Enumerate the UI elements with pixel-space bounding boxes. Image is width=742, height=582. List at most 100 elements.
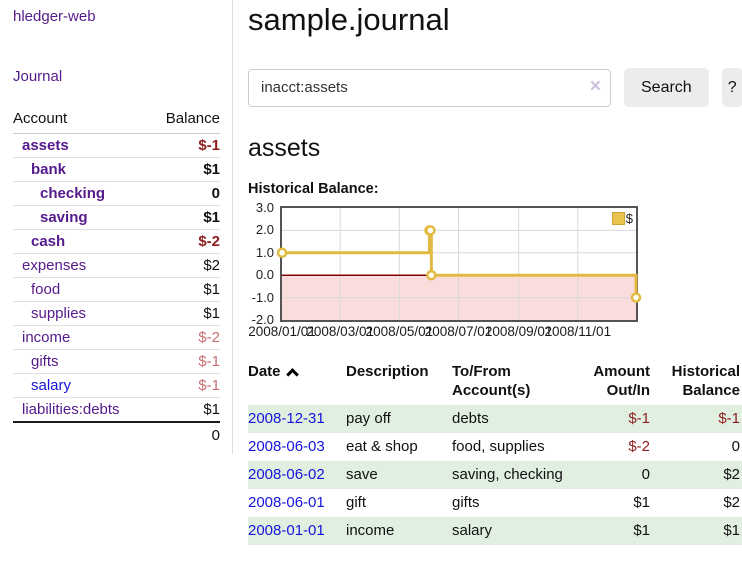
account-row: expenses $2 <box>13 254 220 278</box>
y-tick-label: -2.0 <box>251 312 274 327</box>
transaction-date-link[interactable]: 2008-12-31 <box>248 410 325 427</box>
account-row: income $-2 <box>13 326 220 350</box>
transaction-date-link[interactable]: 2008-06-03 <box>248 438 325 455</box>
transaction-description: income <box>346 522 395 539</box>
account-row: cash $-2 <box>13 230 220 254</box>
account-link-liabilities-debts[interactable]: liabilities:debts <box>22 401 120 418</box>
account-link-cash[interactable]: cash <box>31 233 66 250</box>
account-balance: $1 <box>203 401 220 418</box>
main-content: sample.journal × Search ? assets Histori… <box>233 0 742 545</box>
transaction-accounts: saving, checking <box>452 466 563 483</box>
account-row: assets $-1 <box>13 134 220 158</box>
y-tick-label: 3.0 <box>255 200 274 215</box>
account-link-checking[interactable]: checking <box>40 185 106 202</box>
clear-search-icon[interactable]: × <box>589 75 601 97</box>
y-tick-label: 1.0 <box>255 244 274 260</box>
account-balance: $1 <box>203 305 220 322</box>
register-row: 2008-12-31 pay off debts $-1 $-1 <box>248 405 742 433</box>
account-row: bank $1 <box>13 158 220 182</box>
column-header-balance: Historical Balance <box>671 363 740 399</box>
transaction-accounts: food, supplies <box>452 438 545 455</box>
transaction-date-link[interactable]: 2008-01-01 <box>248 522 325 539</box>
account-link-gifts[interactable]: gifts <box>31 353 59 370</box>
account-link-bank[interactable]: bank <box>31 161 67 178</box>
account-total-row: 0 <box>13 421 220 448</box>
account-link-food[interactable]: food <box>31 281 61 298</box>
transaction-description: save <box>346 466 378 483</box>
account-row: gifts $-1 <box>13 350 220 374</box>
x-tick-label: 2008/09/01 <box>484 324 553 339</box>
y-tick-label: 2.0 <box>255 222 274 238</box>
x-tick-label: 2008/07/01 <box>424 324 493 339</box>
transaction-balance: $2 <box>723 494 740 511</box>
sidebar-item-journal[interactable]: Journal <box>13 68 63 85</box>
account-column-header: Account <box>13 110 68 127</box>
transaction-balance: $1 <box>723 522 740 539</box>
y-tick-label: 0.0 <box>255 267 274 283</box>
transaction-accounts: salary <box>452 522 493 539</box>
historical-balance-chart: 3.0 2.0 1.0 0.0 -1.0 -2.0 $ 2008/01/01 2008/03… <box>248 201 742 340</box>
transaction-description: eat & shop <box>346 438 418 455</box>
account-title: assets <box>248 134 321 162</box>
account-balance: $-1 <box>198 137 220 154</box>
search-bar: × Search ? <box>248 68 742 107</box>
search-input-wrap: × <box>248 68 611 107</box>
transaction-balance: 0 <box>731 438 740 455</box>
x-tick-label: 2008/01/01 <box>248 324 316 339</box>
sort-ascending-icon <box>285 368 299 381</box>
x-tick-label: 2008/05/01 <box>365 324 434 339</box>
account-row: liabilities:debts $1 <box>13 398 220 421</box>
x-tick-label: 2008/03/01 <box>306 324 374 339</box>
balance-column-header: Balance <box>165 110 220 127</box>
page-title: sample.journal <box>248 2 450 37</box>
transaction-date-link[interactable]: 2008-06-02 <box>248 466 325 483</box>
transaction-amount: $-2 <box>628 438 650 455</box>
search-button[interactable]: Search <box>624 68 709 107</box>
legend-label: $ <box>625 211 633 226</box>
sidebar: hledger-web Journal Account Balance asse… <box>0 0 233 454</box>
account-balance: $-1 <box>198 377 220 394</box>
app-window: hledger-web Journal Account Balance asse… <box>0 0 742 545</box>
chart-legend: $ <box>611 211 633 226</box>
transaction-amount: 0 <box>641 466 650 483</box>
account-link-assets[interactable]: assets <box>22 137 69 154</box>
account-row: supplies $1 <box>13 302 220 326</box>
register-header-row: Date Description To/From Account(s) Amou… <box>248 360 742 405</box>
register-row: 2008-06-03 eat & shop food, supplies $-2 0 <box>248 433 742 461</box>
account-balance: 0 <box>211 185 220 202</box>
account-balance: $-1 <box>198 353 220 370</box>
account-table-header: Account Balance <box>13 108 220 134</box>
account-balance: $1 <box>203 209 220 226</box>
account-link-supplies[interactable]: supplies <box>31 305 87 322</box>
account-balance-table: Account Balance assets $-1 bank $1 checking 0… <box>13 108 220 448</box>
transaction-amount: $1 <box>633 494 650 511</box>
transaction-date-link[interactable]: 2008-06-01 <box>248 494 325 511</box>
chart-x-axis: 2008/01/01 2008/03/01 2008/05/01 2008/07/01… <box>248 322 638 340</box>
search-input[interactable] <box>248 68 611 107</box>
account-link-expenses[interactable]: expenses <box>22 257 87 274</box>
register-row: 2008-06-01 gift gifts $1 $2 <box>248 489 742 517</box>
account-balance: $1 <box>203 161 220 178</box>
transaction-description: gift <box>346 494 367 511</box>
account-link-income[interactable]: income <box>22 329 71 346</box>
x-tick-label: 2008/11/01 <box>544 324 612 339</box>
chart-y-axis: 3.0 2.0 1.0 0.0 -1.0 -2.0 <box>248 201 280 327</box>
account-row: salary $-1 <box>13 374 220 398</box>
help-button[interactable]: ? <box>721 68 742 107</box>
account-link-saving[interactable]: saving <box>40 209 88 226</box>
account-link-salary[interactable]: salary <box>31 377 72 394</box>
transaction-accounts: gifts <box>452 494 480 511</box>
register-row: 2008-01-01 income salary $1 $1 <box>248 517 742 545</box>
column-header-description: Description <box>346 363 429 380</box>
account-balance: $-2 <box>198 329 220 346</box>
brand-link[interactable]: hledger-web <box>13 8 96 25</box>
account-balance: $2 <box>203 257 220 274</box>
column-header-date[interactable]: Date <box>248 360 346 405</box>
total-balance: 0 <box>211 427 220 444</box>
account-balance: $1 <box>203 281 220 298</box>
account-rows: assets $-1 bank $1 checking 0 saving $1 cash $-2 e… <box>13 134 220 421</box>
account-row: checking 0 <box>13 182 220 206</box>
transaction-accounts: debts <box>452 410 489 427</box>
column-header-accounts: To/From Account(s) <box>452 363 531 399</box>
y-tick-label: -1.0 <box>251 289 274 305</box>
